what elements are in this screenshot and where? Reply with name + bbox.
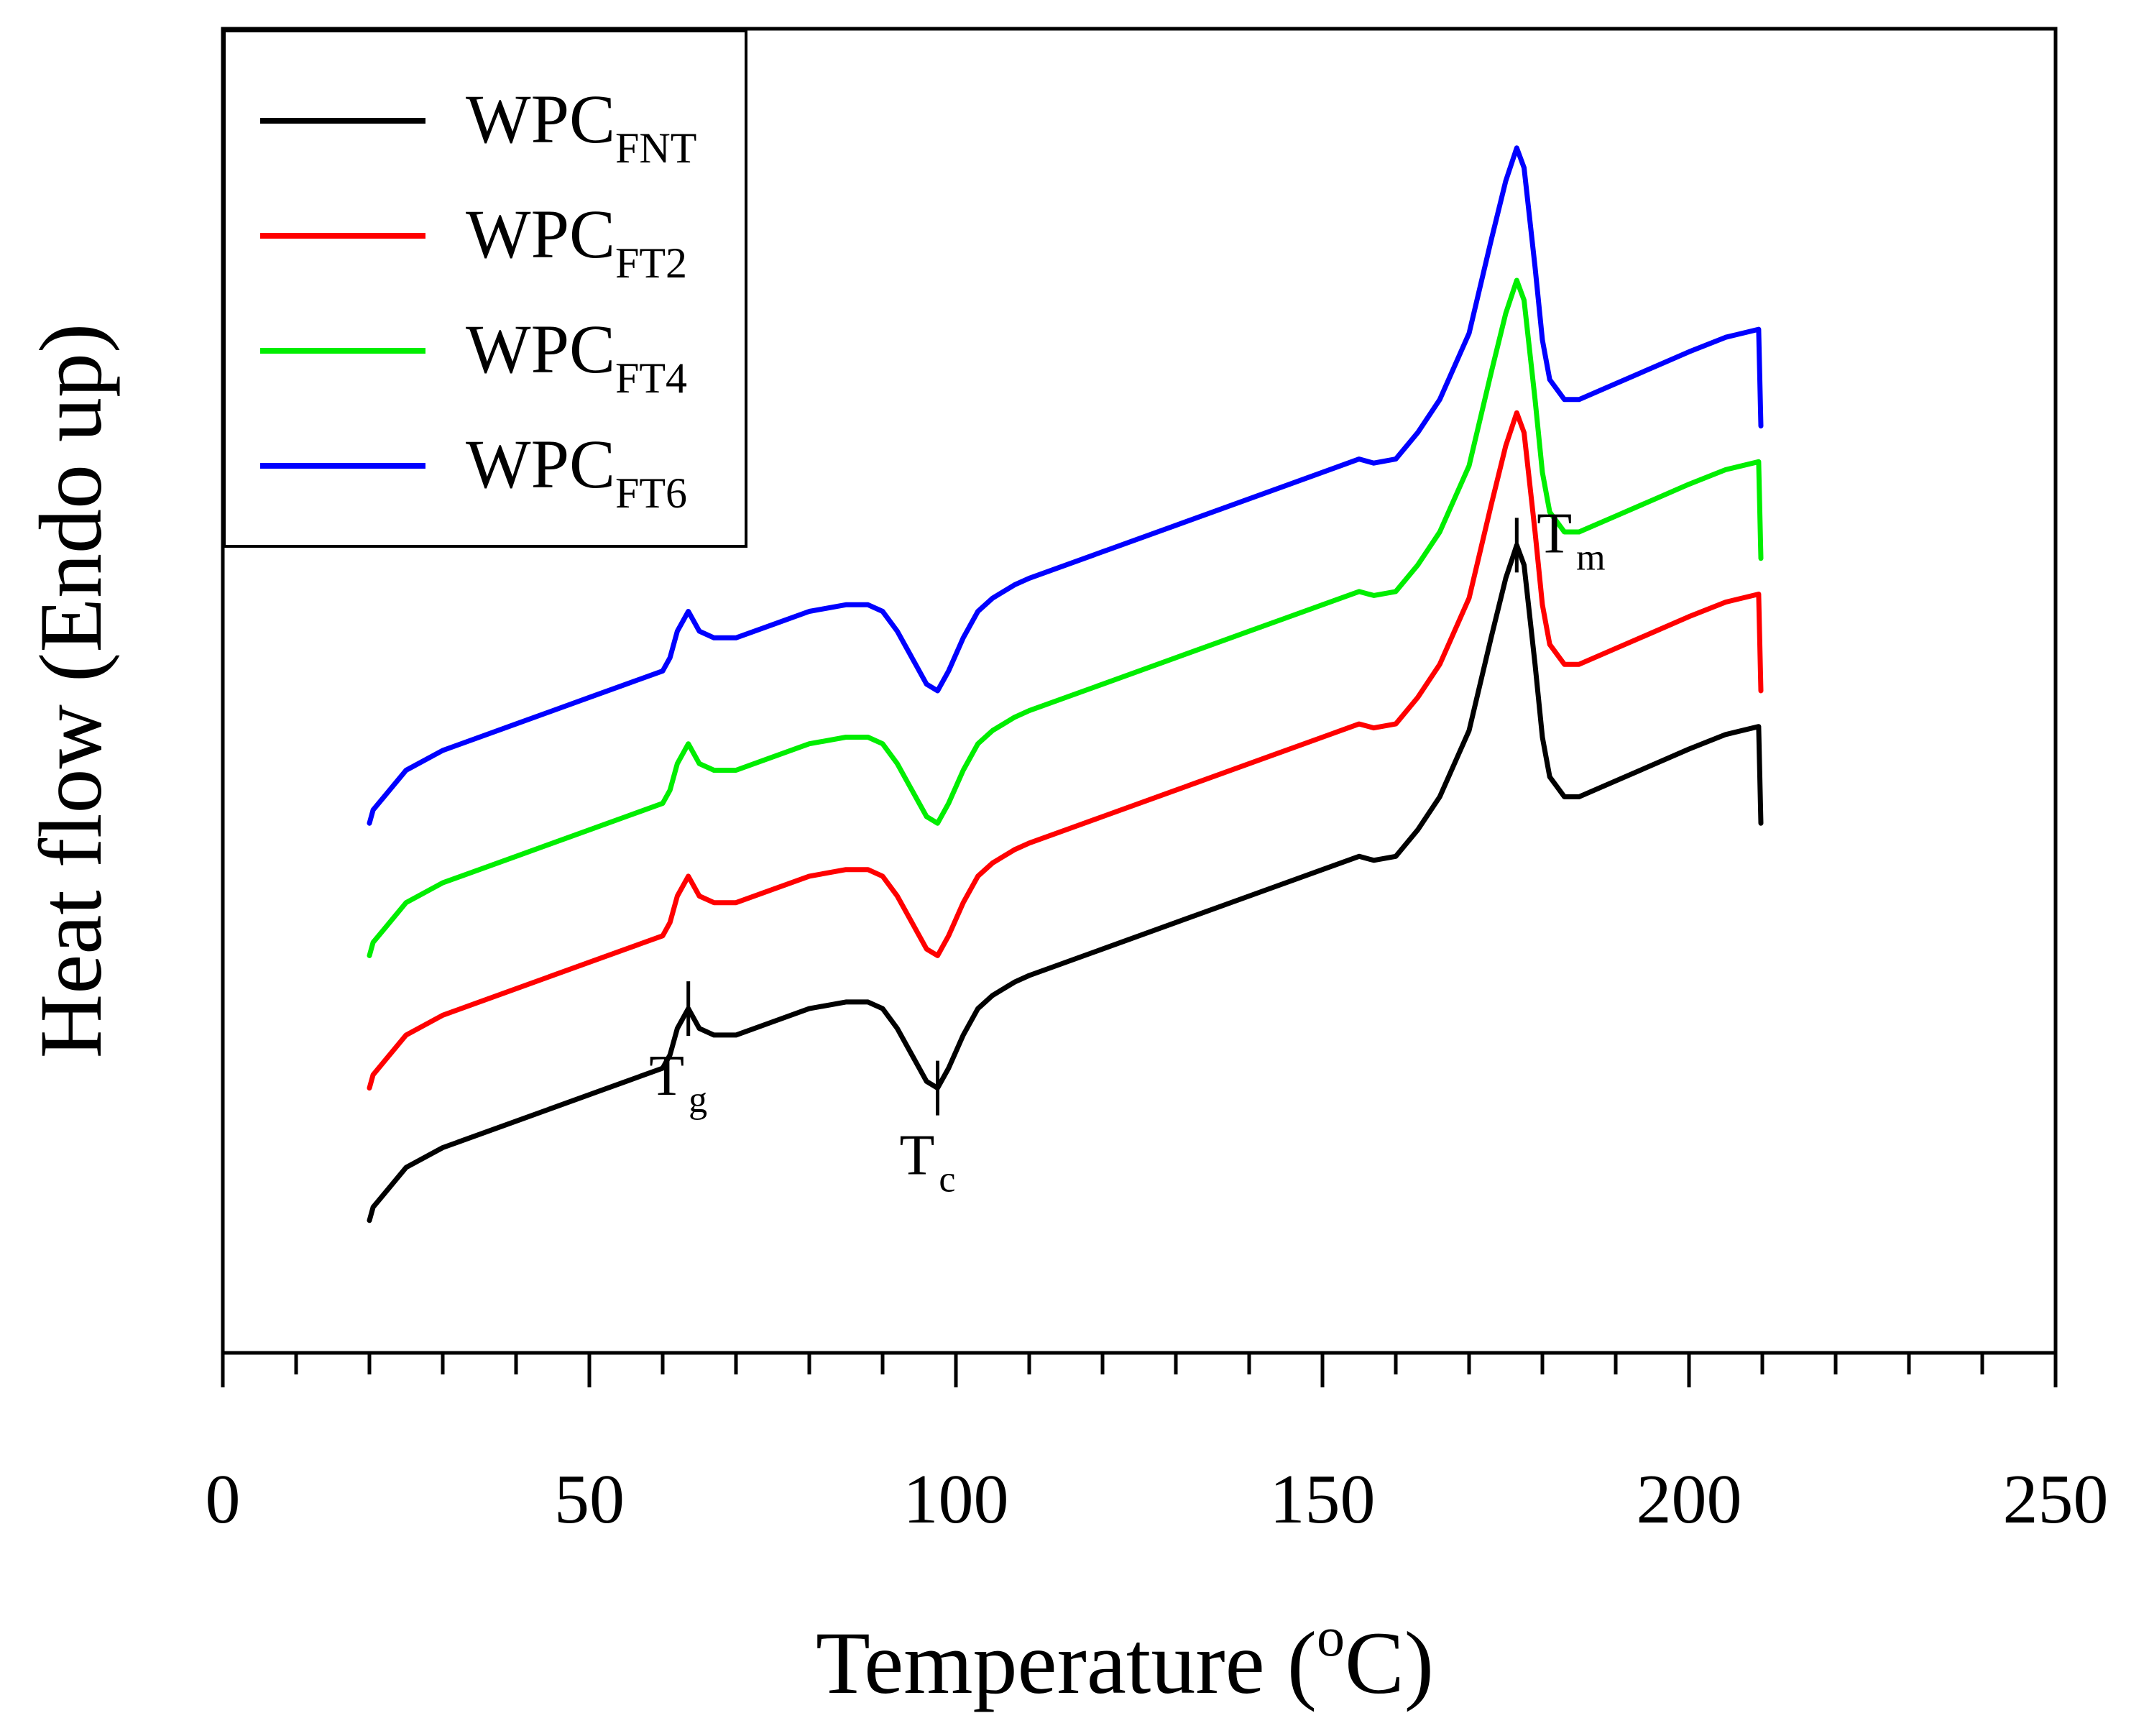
plot-frame bbox=[221, 27, 2058, 1355]
series-line-ft6 bbox=[367, 145, 1764, 826]
legend: WPCFNT WPCFT2 WPCFT4 WPCFT6 bbox=[223, 29, 747, 548]
x-tick-label: 100 bbox=[903, 1461, 1009, 1538]
x-axis-title: Temperature (oC) bbox=[816, 1605, 1434, 1712]
legend-label-ft4: WPCFT4 bbox=[466, 311, 687, 402]
series-line-ft2 bbox=[367, 410, 1764, 1091]
legend-box bbox=[223, 29, 747, 548]
y-axis-title: Heat flow (Endo up) bbox=[22, 323, 120, 1059]
legend-entries: WPCFNT WPCFT2 WPCFT4 WPCFT6 bbox=[260, 81, 696, 517]
legend-label-fnt: WPCFNT bbox=[466, 81, 696, 172]
series-layer bbox=[367, 145, 1764, 1223]
legend-label-ft6: WPCFT6 bbox=[466, 426, 687, 517]
x-tick-label: 50 bbox=[554, 1461, 625, 1538]
x-tick-label: 200 bbox=[1637, 1461, 1742, 1538]
x-tick-label: 0 bbox=[206, 1461, 241, 1538]
series-line-ft4 bbox=[367, 277, 1764, 958]
series-line-fnt bbox=[367, 542, 1764, 1223]
x-tick-label: 250 bbox=[2003, 1461, 2109, 1538]
x-axis-ticks: 0 50 100 150 200 250 bbox=[206, 1353, 2109, 1538]
legend-label-ft2: WPCFT2 bbox=[466, 196, 687, 287]
x-tick-label: 150 bbox=[1270, 1461, 1376, 1538]
